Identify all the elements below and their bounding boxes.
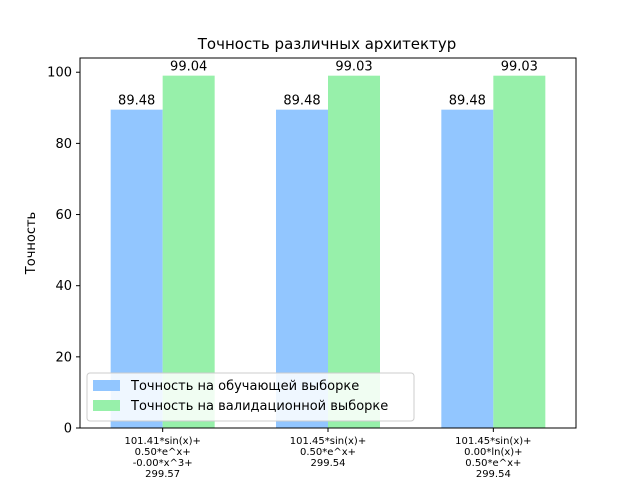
x-tick-label: -0.00*x^3+ — [133, 458, 193, 469]
y-tick-label: 60 — [55, 208, 72, 223]
x-tick-label: 299.54 — [311, 458, 346, 469]
bar — [162, 75, 215, 429]
y-tick-label: 40 — [55, 279, 72, 294]
x-tick-label: 101.45*sin(x)+ — [290, 436, 366, 447]
legend-label: Точность на обучающей выборке — [130, 379, 359, 394]
legend: Точность на обучающей выборке Точность на… — [86, 372, 415, 422]
bar — [328, 75, 380, 428]
data-label: 99.03 — [335, 60, 372, 75]
legend-box — [86, 372, 415, 422]
x-tick-label: 299.57 — [145, 469, 180, 480]
plot-frame — [79, 57, 577, 429]
axes-layer: 101.41*sin(x)+0.50*e^x+-0.00*x^3+299.571… — [47, 57, 577, 480]
x-tick-label: 299.54 — [476, 469, 511, 480]
x-tick-label: 0.50*e^x+ — [135, 447, 191, 458]
chart-title: Точность различных архитектур — [197, 35, 456, 53]
bar — [493, 75, 546, 428]
y-tick-label: 0 — [64, 422, 72, 437]
x-tick-label: 101.45*sin(x)+ — [455, 436, 531, 447]
data-label: 99.03 — [501, 60, 538, 75]
legend-swatch — [93, 380, 120, 391]
data-label: 89.48 — [283, 94, 320, 109]
bar — [441, 109, 494, 429]
legend-swatch — [93, 400, 120, 411]
data-label: 89.48 — [118, 94, 155, 109]
data-label: 99.04 — [170, 60, 207, 75]
x-tick-label: 101.41*sin(x)+ — [124, 436, 200, 447]
data-label: 89.48 — [449, 94, 486, 109]
x-tick-label: 0.50*e^x+ — [300, 447, 356, 458]
y-tick-label: 80 — [55, 137, 72, 152]
y-tick-label: 100 — [47, 66, 72, 81]
legend-label: Точность на валидационной выборке — [130, 399, 388, 414]
x-tick-label: 0.00*ln(x)+ — [464, 447, 522, 458]
y-axis-label: Точность — [24, 212, 39, 275]
y-tick-label: 20 — [55, 350, 72, 365]
x-tick-label: 0.50*e^x+ — [465, 458, 521, 469]
